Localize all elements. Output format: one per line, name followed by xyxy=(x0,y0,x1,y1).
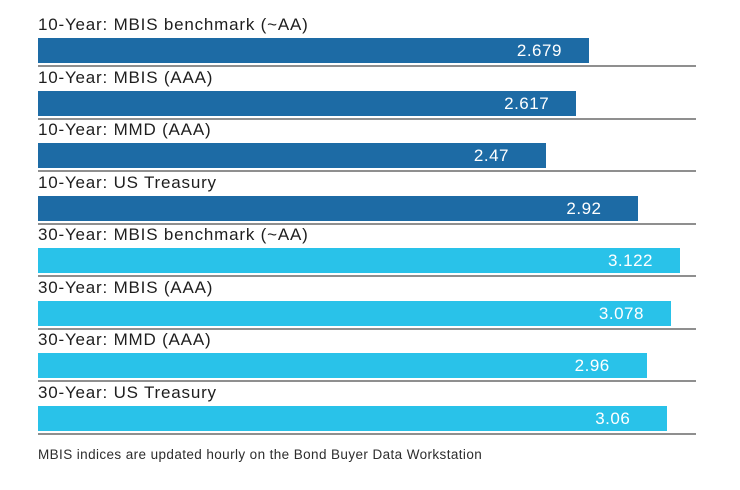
bar-value-label: 2.96 xyxy=(574,356,610,375)
bar-value-label: 2.47 xyxy=(473,146,509,165)
row-label: 10-Year: US Treasury xyxy=(38,172,217,192)
row-baseline xyxy=(38,222,696,225)
bar-value-label: 3.122 xyxy=(607,251,653,270)
chart-row: 30-Year: MMD (AAA) 2.96 xyxy=(38,330,696,383)
row-baseline xyxy=(38,117,696,120)
bar-value-label: 3.06 xyxy=(595,408,631,428)
row-label: 30-Year: MMD (AAA) xyxy=(38,330,212,349)
bar: 3.06 xyxy=(38,405,668,431)
row-label: 30-Year: MBIS (AAA) xyxy=(38,277,214,297)
row-baseline xyxy=(38,65,696,67)
bar-value-label: 2.679 xyxy=(516,41,562,60)
bar: 2.679 xyxy=(38,38,589,63)
bar-track: 2.617 xyxy=(38,90,696,116)
row-baseline xyxy=(38,275,696,277)
row-label: 10-Year: MMD (AAA) xyxy=(38,120,212,139)
bar: 2.92 xyxy=(38,195,639,221)
bar-track: 3.06 xyxy=(38,405,696,431)
chart-row: 30-Year: US Treasury 3.06 xyxy=(38,383,696,436)
row-baseline xyxy=(38,432,696,435)
bar: 2.96 xyxy=(38,353,647,378)
chart-row: 10-Year: MBIS benchmark (~AA) 2.679 xyxy=(38,15,696,68)
row-label: 10-Year: MBIS (AAA) xyxy=(38,67,214,87)
chart-row: 30-Year: MBIS benchmark (~AA) 3.122 xyxy=(38,225,696,278)
bar-value-label: 2.92 xyxy=(566,198,602,218)
bar: 2.617 xyxy=(38,90,577,116)
row-baseline xyxy=(38,380,696,382)
bar-value-label: 3.078 xyxy=(598,303,644,323)
row-label: 30-Year: MBIS benchmark (~AA) xyxy=(38,225,309,244)
chart-row: 30-Year: MBIS (AAA) 3.078 xyxy=(38,278,696,331)
row-label: 10-Year: MBIS benchmark (~AA) xyxy=(38,15,309,34)
row-baseline xyxy=(38,170,696,172)
chart-row: 10-Year: US Treasury 2.92 xyxy=(38,173,696,226)
row-baseline xyxy=(38,327,696,330)
bar-value-label: 2.617 xyxy=(504,93,550,113)
chart-row: 10-Year: MBIS (AAA) 2.617 xyxy=(38,68,696,121)
bar: 3.078 xyxy=(38,300,671,326)
row-label: 30-Year: US Treasury xyxy=(38,382,217,402)
bar-track: 2.47 xyxy=(38,143,696,168)
bar-track: 2.679 xyxy=(38,38,696,63)
bar-track: 2.92 xyxy=(38,195,696,221)
bar: 3.122 xyxy=(38,248,680,273)
chart-row: 10-Year: MMD (AAA) 2.47 xyxy=(38,120,696,173)
footnote: MBIS indices are updated hourly on the B… xyxy=(38,447,483,462)
chart-rows: 10-Year: MBIS benchmark (~AA) 2.679 10-Y… xyxy=(38,15,696,435)
bar: 2.47 xyxy=(38,143,546,168)
bar-track: 3.122 xyxy=(38,248,696,273)
bar-track: 3.078 xyxy=(38,300,696,326)
bar-track: 2.96 xyxy=(38,353,696,378)
